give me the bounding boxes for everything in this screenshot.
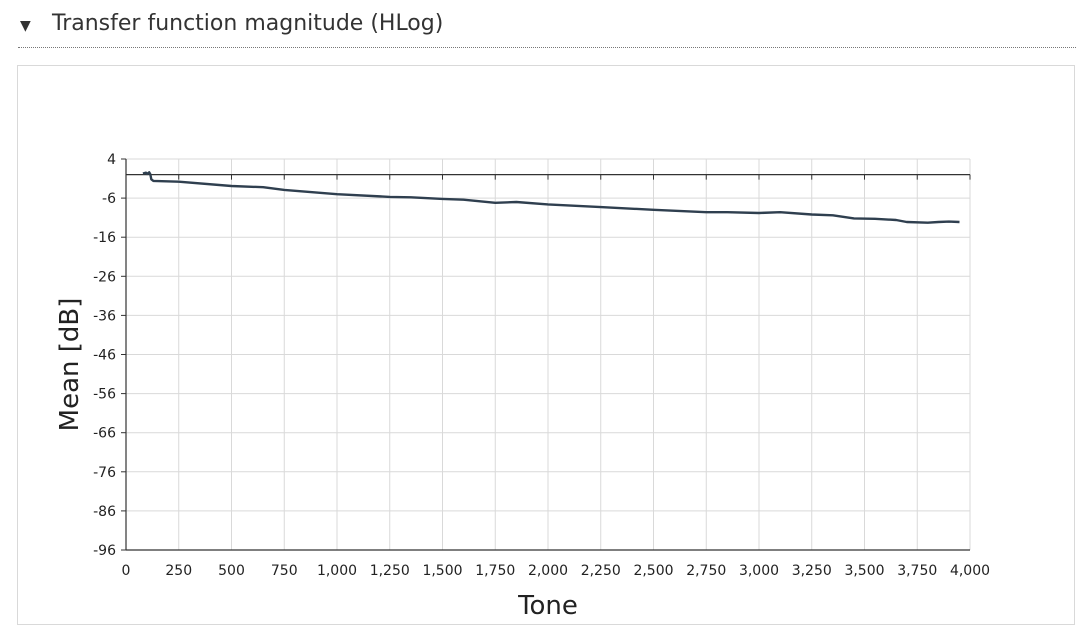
x-axis-title: Tone xyxy=(517,591,578,621)
y-tick-label: -16 xyxy=(93,230,116,246)
x-tick-label: 1,250 xyxy=(370,563,410,579)
y-tick-label: -6 xyxy=(102,191,116,207)
section-header[interactable]: ▼ Transfer function magnitude (HLog) xyxy=(18,8,1076,48)
x-tick-label: 1,000 xyxy=(317,563,357,579)
section-title: Transfer function magnitude (HLog) xyxy=(52,11,444,36)
y-axis-title: Mean [dB] xyxy=(55,298,85,432)
x-tick-label: 4,000 xyxy=(950,563,990,579)
x-tick-label: 1,750 xyxy=(475,563,515,579)
x-tick-label: 3,500 xyxy=(844,563,884,579)
y-tick-label: -36 xyxy=(93,308,116,324)
x-axis-ticks: 0 250 500 750 1,000 1,250 1,500 1,750 2,000 2,250… xyxy=(122,563,991,579)
y-tick-label: -66 xyxy=(93,426,116,442)
x-tick-label: 1,500 xyxy=(422,563,462,579)
hlog-chart: 0 250 500 750 1,000 1,250 1,500 1,750 2,000 2,250… xyxy=(55,152,991,621)
x-tick-label: 2,250 xyxy=(581,563,621,579)
y-tick-label: -86 xyxy=(93,504,116,520)
series-line xyxy=(142,171,960,224)
y-tick-label: -26 xyxy=(93,269,116,285)
triangle-down-icon[interactable]: ▼ xyxy=(20,18,31,34)
x-tick-label: 3,250 xyxy=(792,563,832,579)
x-tick-label: 2,500 xyxy=(633,563,673,579)
y-tick-label: 4 xyxy=(107,152,116,168)
y-tick-label: -56 xyxy=(93,387,116,403)
x-tick-label: 3,000 xyxy=(739,563,779,579)
x-tick-label: 2,000 xyxy=(528,563,568,579)
chart-grid xyxy=(126,158,971,551)
x-tick-label: 250 xyxy=(165,563,192,579)
x-tick-label: 3,750 xyxy=(897,563,937,579)
x-tick-label: 500 xyxy=(218,563,245,579)
chart-series xyxy=(142,171,960,224)
chart-panel: 0 250 500 750 1,000 1,250 1,500 1,750 2,000 2,250… xyxy=(17,65,1075,625)
x-tick-label: 0 xyxy=(122,563,131,579)
x-tick-label: 2,750 xyxy=(686,563,726,579)
y-tick-label: -46 xyxy=(93,348,116,364)
y-tick-label: -76 xyxy=(93,465,116,481)
chart-axes xyxy=(121,158,971,551)
x-tick-label: 750 xyxy=(271,563,298,579)
y-tick-label: -96 xyxy=(93,543,116,559)
y-axis-ticks: 4 -6 -16 -26 -36 -46 -56 -66 -76 -86 -96 xyxy=(93,152,116,559)
